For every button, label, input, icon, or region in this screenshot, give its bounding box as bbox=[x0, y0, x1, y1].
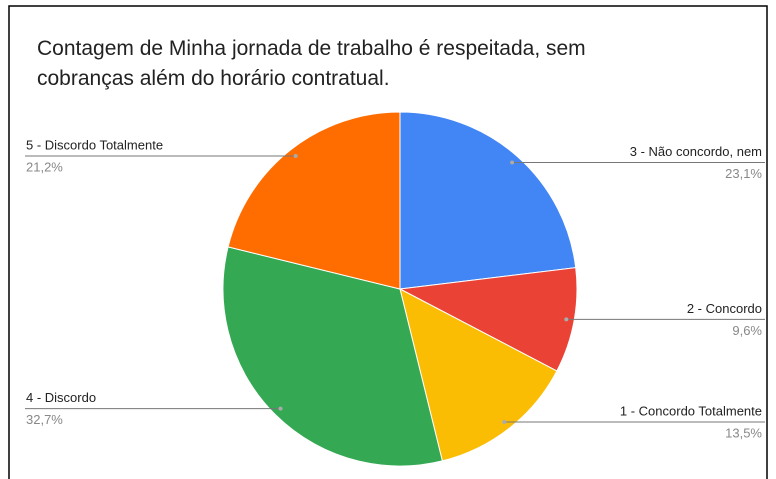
pie-slice bbox=[222, 246, 443, 467]
pie-slice bbox=[227, 111, 401, 290]
slice-label: 1 - Concordo Totalmente bbox=[620, 403, 762, 418]
pie-slice bbox=[399, 111, 577, 290]
slice-label: 3 - Não concordo, nem bbox=[630, 144, 762, 159]
slice-label: 2 - Concordo bbox=[687, 301, 762, 316]
slice-label: 4 - Discordo bbox=[26, 390, 96, 405]
slice-label: 5 - Discordo Totalmente bbox=[26, 137, 163, 152]
pie-slice bbox=[399, 288, 558, 462]
value-label: 32,7% bbox=[26, 412, 63, 427]
value-label: 23,1% bbox=[725, 166, 762, 181]
chart-title: Contagem de Minha jornada de trabalho é … bbox=[37, 37, 586, 90]
value-label: 13,5% bbox=[725, 425, 762, 440]
value-label: 21,2% bbox=[26, 159, 63, 174]
leader-dot bbox=[278, 406, 283, 411]
leader-dot bbox=[293, 154, 298, 159]
pie-slice bbox=[398, 267, 578, 372]
value-label: 9,6% bbox=[732, 323, 762, 338]
leader-dot bbox=[502, 419, 507, 424]
leader-dot bbox=[564, 317, 569, 322]
leader-dot bbox=[510, 160, 515, 165]
